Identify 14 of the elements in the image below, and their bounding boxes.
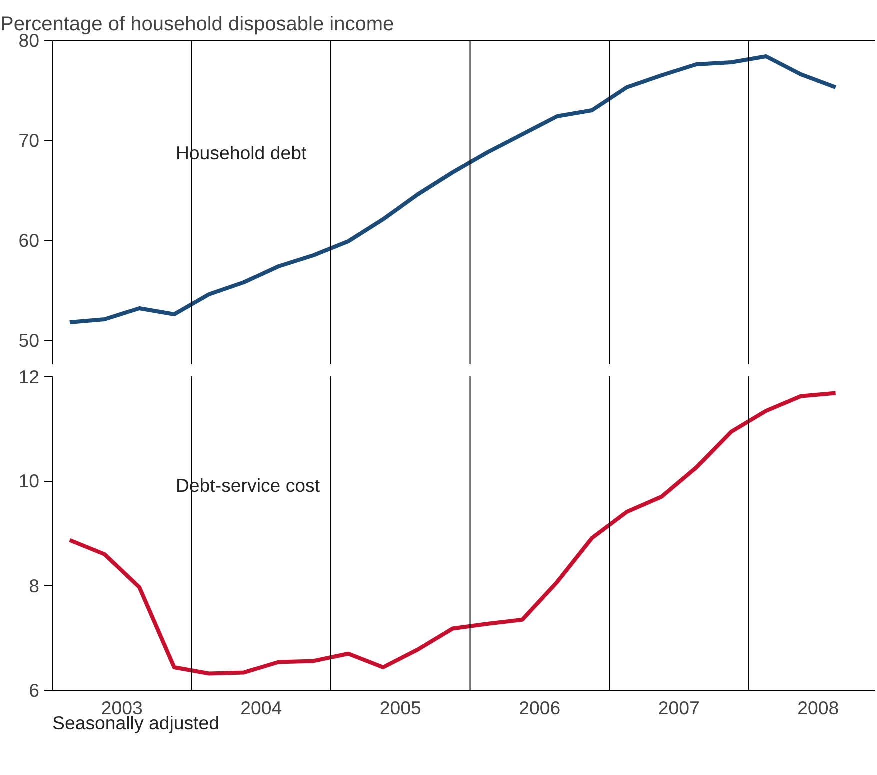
- y-tick-label: 70: [18, 130, 40, 151]
- y-tick-label: 8: [29, 575, 40, 596]
- x-tick-label: 2007: [658, 698, 700, 718]
- y-tick-label: 6: [29, 680, 40, 701]
- y-tick-label: 50: [18, 330, 40, 351]
- line-series: [68, 391, 838, 676]
- y-tick-label: 12: [18, 366, 40, 388]
- x-tick-label: 2008: [798, 698, 840, 718]
- x-tick-label: 2004: [240, 698, 282, 718]
- y-tick-label: 60: [18, 230, 40, 251]
- x-tick-label: 2005: [380, 698, 422, 718]
- y-tick-label: 10: [18, 470, 40, 492]
- x-tick-label: 2006: [519, 698, 561, 718]
- line-series: [68, 54, 838, 324]
